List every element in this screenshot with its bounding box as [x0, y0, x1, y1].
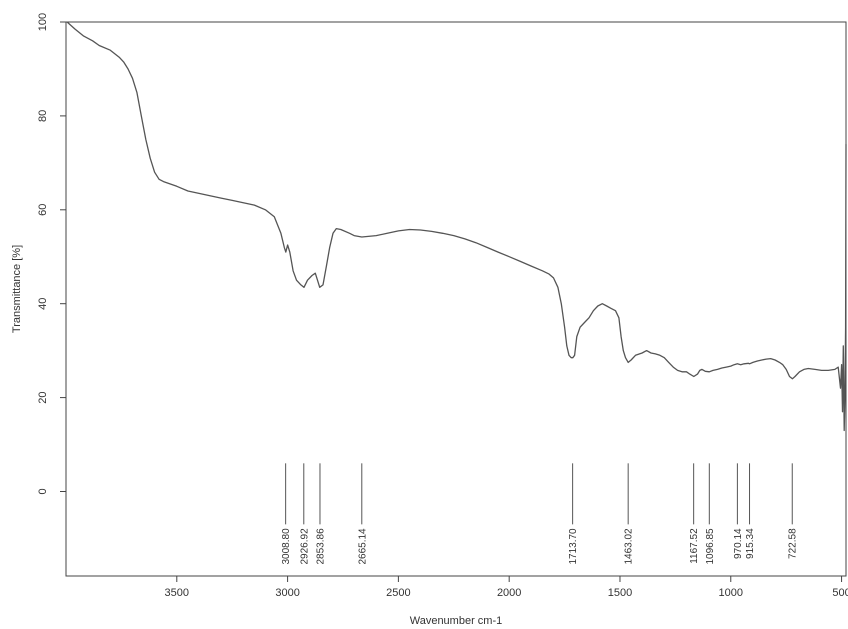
y-tick-label: 60	[37, 204, 49, 216]
y-axis: 0 20 40 60 80 100	[37, 13, 66, 495]
x-axis: 3500 3000 2500 2000 1500 1000 500	[165, 576, 848, 599]
peak-label: 915.34	[745, 528, 756, 559]
y-tick-label: 80	[37, 110, 49, 122]
y-tick-label: 0	[37, 488, 49, 494]
peak-label: 970.14	[733, 528, 744, 559]
peak-label: 3008.80	[281, 528, 292, 565]
peak-label: 2665.14	[357, 528, 368, 565]
x-tick-label: 2000	[497, 587, 521, 599]
peak-label: 1713.70	[568, 528, 579, 565]
x-tick-label: 3500	[165, 587, 189, 599]
peak-label: 722.58	[788, 528, 799, 559]
peak-label: 1096.85	[705, 528, 716, 565]
y-tick-label: 20	[37, 391, 49, 403]
peak-label: 1167.52	[689, 528, 700, 564]
peak-label: 2926.92	[299, 528, 310, 565]
plot-frame	[65, 21, 847, 577]
peak-label: 1463.02	[624, 528, 635, 565]
x-tick-label: 1500	[608, 587, 632, 599]
series-layer	[66, 21, 847, 432]
x-tick-label: 2500	[386, 587, 410, 599]
spectrum-line	[66, 21, 847, 432]
x-tick-label: 1000	[719, 587, 743, 599]
y-axis-title: Transmittance [%]	[11, 245, 23, 333]
x-tick-label: 3000	[275, 587, 299, 599]
y-tick-label: 40	[37, 298, 49, 310]
peak-labels: 3008.80 2926.92 2853.86 2665.14 1713.70 1463.…	[281, 463, 799, 565]
x-axis-title: Wavenumber cm-1	[410, 615, 503, 627]
x-tick-label: 500	[832, 587, 848, 599]
peak-label: 2853.86	[315, 528, 326, 565]
y-tick-label: 100	[37, 13, 49, 31]
